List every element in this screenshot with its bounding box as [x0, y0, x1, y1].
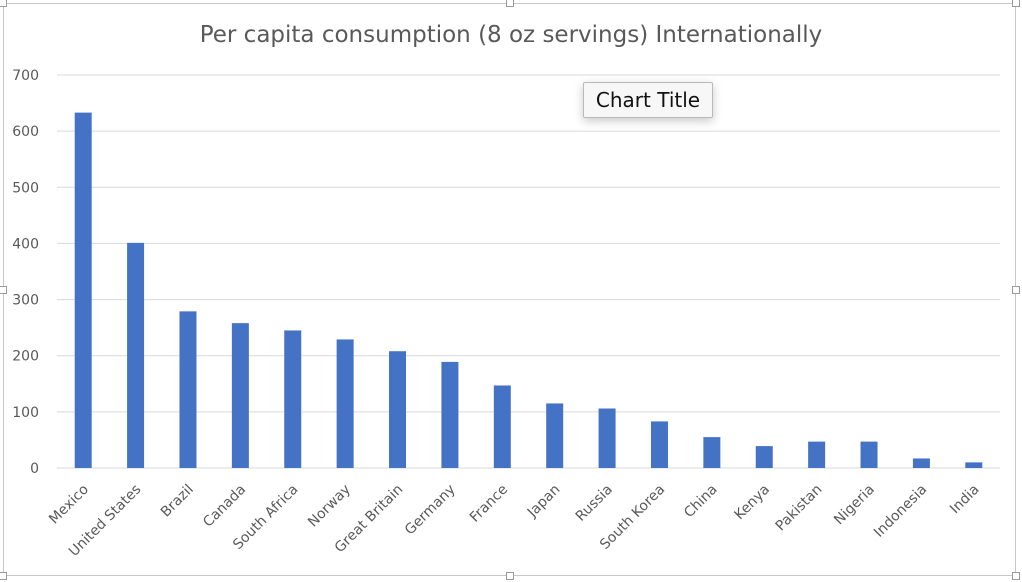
- x-category-label: China: [681, 482, 721, 522]
- bar-russia[interactable]: [598, 408, 616, 468]
- bar-norway[interactable]: [336, 339, 354, 468]
- bar-indonesia[interactable]: [912, 458, 930, 468]
- bar-south-africa[interactable]: [284, 330, 302, 468]
- bar-nigeria[interactable]: [860, 441, 878, 468]
- bar-united-states[interactable]: [127, 242, 145, 468]
- gridlines: [57, 74, 1000, 469]
- resize-handle-bottom-center[interactable]: [506, 572, 514, 580]
- resize-handle-middle-right[interactable]: [1012, 286, 1020, 294]
- x-category-label: Brazil: [158, 482, 197, 521]
- x-category-label: Canada: [200, 482, 249, 531]
- x-category-label: Nigeria: [831, 482, 878, 529]
- y-tick-label: 700: [12, 68, 39, 84]
- bar-germany[interactable]: [441, 361, 459, 468]
- y-tick-label: 400: [12, 236, 39, 252]
- x-category-label: Germany: [402, 482, 459, 539]
- y-tick-label: 500: [12, 180, 39, 196]
- resize-handle-bottom-right[interactable]: [1012, 572, 1020, 580]
- y-tick-label: 200: [12, 349, 39, 365]
- bar-pakistan[interactable]: [808, 441, 826, 468]
- bar-mexico[interactable]: [74, 112, 92, 468]
- x-category-label: Pakistan: [773, 482, 826, 535]
- x-category-label: Mexico: [46, 482, 92, 528]
- y-axis-tick-labels: 0 100 200 300 400 500 600 700: [12, 68, 39, 477]
- bars: [74, 112, 983, 468]
- chart-title[interactable]: Per capita consumption (8 oz servings) I…: [200, 22, 823, 48]
- resize-handle-top-right[interactable]: [1012, 0, 1020, 7]
- y-tick-label: 100: [12, 405, 39, 421]
- bar-france[interactable]: [493, 385, 511, 468]
- bar-china[interactable]: [703, 437, 721, 468]
- resize-handle-top-center[interactable]: [506, 0, 514, 7]
- x-category-label: Indonesia: [871, 482, 930, 541]
- bar-brazil[interactable]: [179, 311, 197, 468]
- resize-handle-middle-left[interactable]: [0, 286, 7, 294]
- x-category-label: Kenya: [731, 482, 773, 524]
- chart-title-tooltip: Chart Title: [583, 82, 713, 118]
- chart-area[interactable]: [3, 3, 1016, 576]
- resize-handle-top-left[interactable]: [0, 0, 7, 7]
- x-category-label: Russia: [573, 482, 616, 525]
- x-category-label: Japan: [524, 482, 564, 522]
- x-category-label: Norway: [305, 482, 354, 531]
- bar-south-korea[interactable]: [650, 421, 668, 468]
- bar-kenya[interactable]: [755, 446, 773, 468]
- y-tick-label: 300: [12, 293, 39, 309]
- bar-japan[interactable]: [546, 403, 564, 468]
- resize-handle-bottom-left[interactable]: [0, 572, 7, 580]
- y-tick-label: 600: [12, 124, 39, 140]
- bar-canada[interactable]: [231, 323, 249, 468]
- y-tick-label: 0: [30, 461, 39, 477]
- x-category-label: France: [467, 482, 511, 526]
- bar-india[interactable]: [965, 462, 983, 468]
- x-category-label: India: [947, 482, 983, 518]
- bar-great-britain[interactable]: [389, 351, 407, 468]
